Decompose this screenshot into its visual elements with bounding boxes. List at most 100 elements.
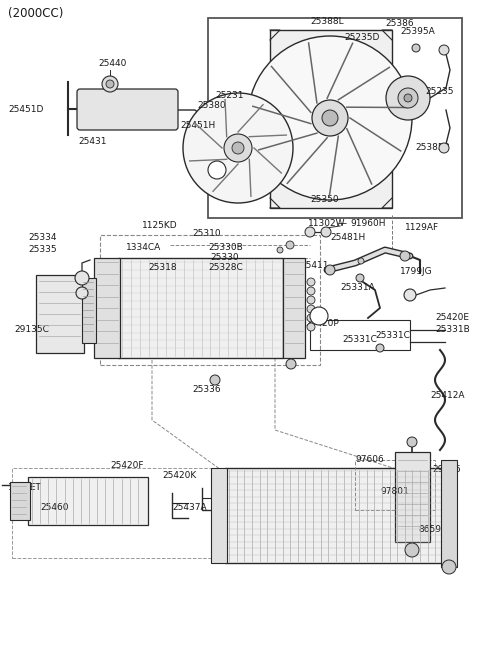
Text: 1129AF: 1129AF xyxy=(405,222,439,231)
Text: 25431: 25431 xyxy=(78,136,107,145)
Circle shape xyxy=(356,274,364,282)
Text: 1140ET: 1140ET xyxy=(8,482,42,492)
Text: 1125KD: 1125KD xyxy=(142,220,178,230)
Bar xyxy=(395,452,430,542)
Bar xyxy=(283,258,305,358)
Text: 25385B: 25385B xyxy=(415,143,450,153)
Circle shape xyxy=(224,134,252,162)
Bar xyxy=(10,482,30,520)
Text: 97606: 97606 xyxy=(355,456,384,464)
Bar xyxy=(270,30,392,208)
Text: 25412A: 25412A xyxy=(430,391,465,400)
Circle shape xyxy=(439,45,449,55)
Circle shape xyxy=(386,76,430,120)
Text: 25310: 25310 xyxy=(192,230,221,239)
Circle shape xyxy=(412,44,420,52)
Circle shape xyxy=(232,142,244,154)
Text: 86590: 86590 xyxy=(418,526,447,535)
Text: 1334CA: 1334CA xyxy=(126,243,161,252)
Circle shape xyxy=(208,161,226,179)
Text: 25350: 25350 xyxy=(310,196,338,205)
Circle shape xyxy=(325,265,335,275)
Text: 11302W: 11302W xyxy=(308,220,346,228)
Circle shape xyxy=(404,289,416,301)
Bar xyxy=(225,468,445,563)
Text: 25331B: 25331B xyxy=(435,325,470,334)
Bar xyxy=(211,468,227,563)
Text: 25334: 25334 xyxy=(28,233,57,241)
Circle shape xyxy=(310,307,328,325)
Circle shape xyxy=(405,543,419,557)
Circle shape xyxy=(307,278,315,286)
Circle shape xyxy=(210,375,220,385)
Text: 25451H: 25451H xyxy=(180,121,215,130)
Circle shape xyxy=(312,100,348,136)
Circle shape xyxy=(307,296,315,304)
Bar xyxy=(36,275,84,353)
Circle shape xyxy=(307,323,315,331)
Text: 25411: 25411 xyxy=(300,261,328,269)
Text: 25331C: 25331C xyxy=(342,336,377,344)
Text: 25420F: 25420F xyxy=(110,462,144,471)
Circle shape xyxy=(307,305,315,313)
Text: 25380: 25380 xyxy=(197,102,226,110)
Circle shape xyxy=(277,247,283,253)
Text: 25395A: 25395A xyxy=(400,27,435,37)
Bar xyxy=(441,460,457,567)
Text: A: A xyxy=(313,312,319,321)
Text: 25331A: 25331A xyxy=(340,282,375,291)
Text: 29135C: 29135C xyxy=(14,325,49,334)
Text: 25235: 25235 xyxy=(425,87,454,96)
Circle shape xyxy=(322,110,338,126)
Text: 25328C: 25328C xyxy=(208,263,243,273)
Bar xyxy=(82,278,96,343)
Text: 25481H: 25481H xyxy=(330,233,365,241)
Text: 91960H: 91960H xyxy=(350,220,385,228)
Bar xyxy=(118,258,283,358)
Text: 25235D: 25235D xyxy=(344,33,379,42)
Bar xyxy=(28,477,148,525)
Circle shape xyxy=(358,258,364,264)
Text: 25335: 25335 xyxy=(28,244,57,254)
Text: 25440: 25440 xyxy=(98,59,126,68)
Text: 1799JG: 1799JG xyxy=(400,267,432,276)
Text: (2000CC): (2000CC) xyxy=(8,8,63,20)
Circle shape xyxy=(307,287,315,295)
Text: 25336: 25336 xyxy=(192,385,221,394)
Text: 25330B: 25330B xyxy=(208,243,243,252)
Circle shape xyxy=(248,36,412,200)
Circle shape xyxy=(442,560,456,574)
Bar xyxy=(208,18,462,218)
Circle shape xyxy=(76,287,88,299)
Text: 25437A: 25437A xyxy=(172,503,206,512)
Text: A: A xyxy=(211,166,216,175)
Circle shape xyxy=(286,241,294,249)
Circle shape xyxy=(407,437,417,447)
Text: 25330: 25330 xyxy=(210,254,239,263)
Circle shape xyxy=(376,344,384,352)
Circle shape xyxy=(305,227,315,237)
Text: 25231: 25231 xyxy=(215,91,243,100)
Circle shape xyxy=(400,251,410,261)
Text: 97801: 97801 xyxy=(380,488,409,497)
Text: 25460: 25460 xyxy=(40,503,69,512)
Text: 25451D: 25451D xyxy=(8,106,43,115)
Bar xyxy=(94,258,120,358)
Circle shape xyxy=(321,227,331,237)
Text: 25386: 25386 xyxy=(385,18,414,27)
FancyBboxPatch shape xyxy=(77,89,178,130)
Text: 25420E: 25420E xyxy=(435,314,469,323)
Bar xyxy=(100,235,320,365)
Text: 25318: 25318 xyxy=(148,263,177,273)
Circle shape xyxy=(106,80,114,88)
Circle shape xyxy=(404,94,412,102)
Circle shape xyxy=(439,143,449,153)
Circle shape xyxy=(75,271,89,285)
Circle shape xyxy=(183,93,293,203)
Circle shape xyxy=(286,359,296,369)
Text: —: — xyxy=(338,220,347,228)
Text: 25420P: 25420P xyxy=(305,318,339,327)
Bar xyxy=(310,320,410,350)
Bar xyxy=(12,468,227,558)
Circle shape xyxy=(102,76,118,92)
